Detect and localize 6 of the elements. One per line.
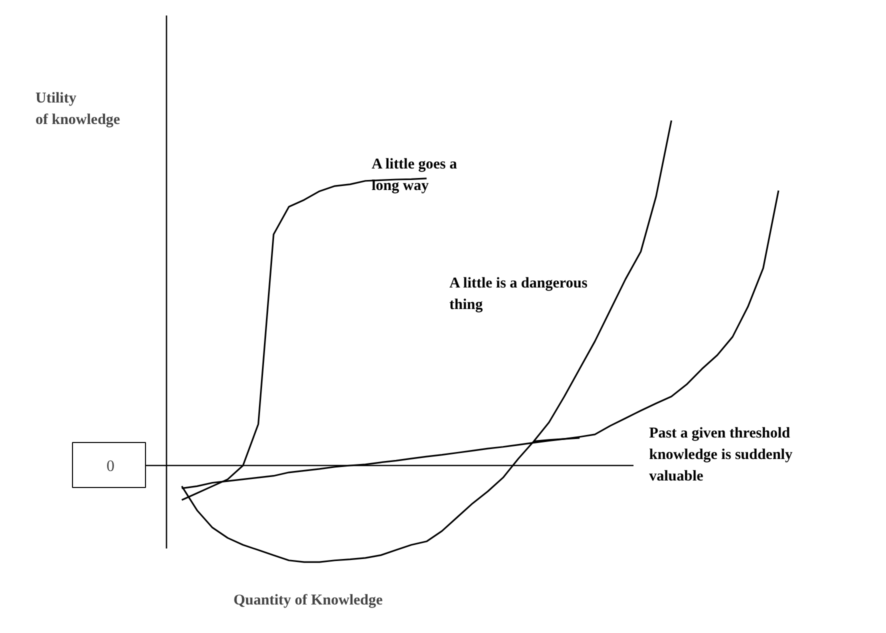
- y-axis-title: Utility of knowledge: [36, 90, 120, 128]
- series-label: Past a given threshold knowledge is suddenly valuable: [649, 425, 793, 485]
- series-label: A little goes a long way: [372, 156, 458, 194]
- ref-line-label: 0: [106, 458, 114, 475]
- series-label: A little is a dangerous thing: [449, 276, 588, 314]
- x-axis-title: Quantity of Knowledge: [234, 592, 384, 608]
